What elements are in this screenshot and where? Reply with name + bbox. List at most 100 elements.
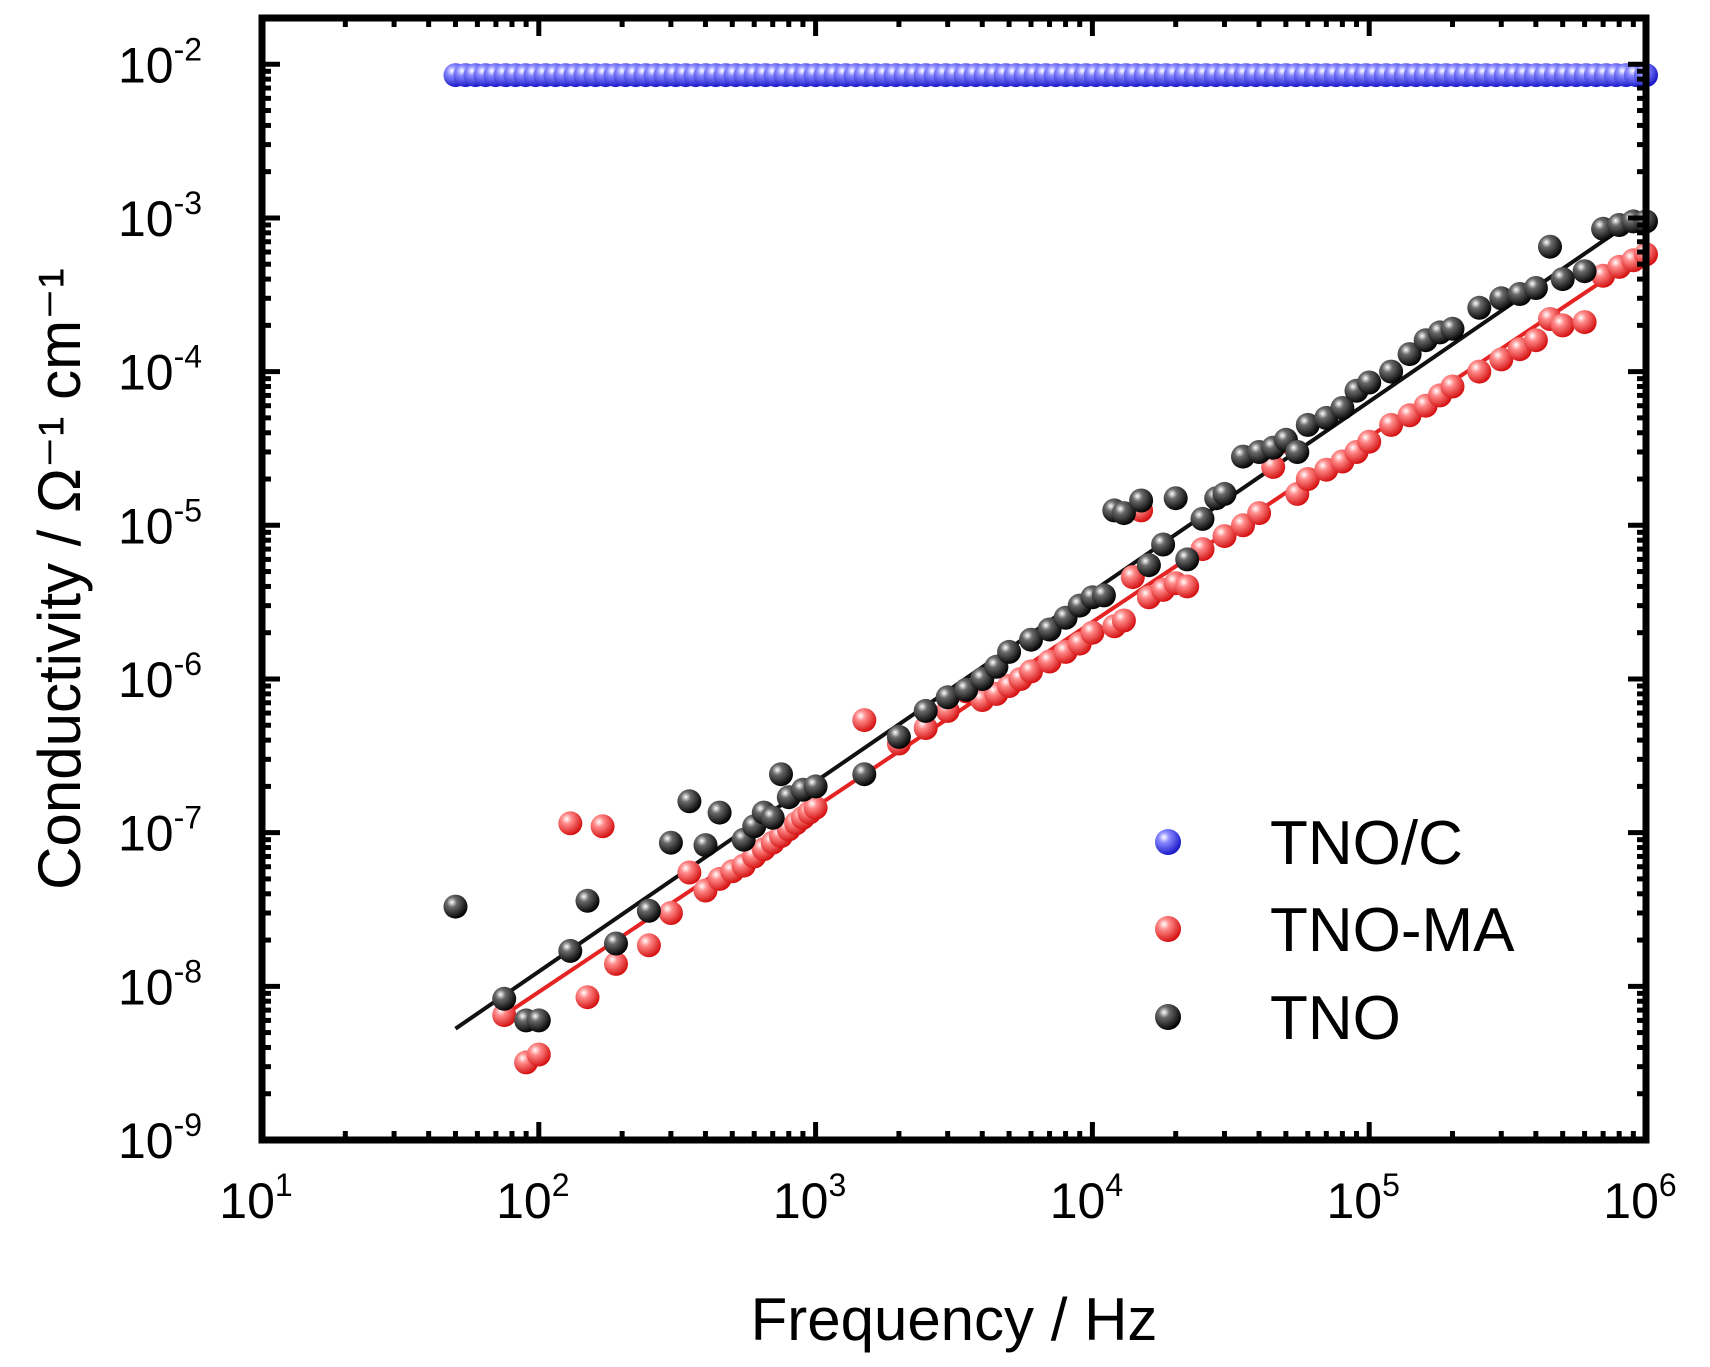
data-point-tno — [658, 830, 683, 855]
data-point-tno — [1550, 267, 1575, 292]
y-tick-label: 10-9 — [118, 1107, 202, 1169]
y-tick-exponent: -5 — [174, 492, 202, 528]
data-point-tno — [760, 805, 785, 830]
x-tick-label: 101 — [219, 1167, 292, 1229]
data-point-tno-ma — [1080, 620, 1105, 645]
data-point-tno-ma — [1550, 313, 1575, 338]
y-tick-label: 10-2 — [118, 31, 202, 93]
data-point-tno — [1136, 553, 1161, 578]
data-point-tno-ma — [1175, 574, 1200, 599]
data-point-tno-ma — [1261, 454, 1286, 479]
x-tick-label: 103 — [773, 1167, 846, 1229]
data-point-tno — [558, 938, 583, 963]
data-point-tno-ma — [1467, 359, 1492, 384]
y-tick-label: 10-6 — [118, 646, 202, 708]
x-tick-labels: 101 102 103 104 105 106 — [219, 1167, 1676, 1229]
data-point-tno — [1129, 488, 1154, 513]
data-point-tno — [707, 800, 732, 825]
y-tick-label: 10-3 — [118, 185, 202, 247]
legend-label-tno: TNO — [1270, 984, 1401, 1053]
data-point-tno — [886, 724, 911, 749]
data-point-tno-ma — [1572, 310, 1597, 335]
data-point-tno — [1357, 370, 1382, 395]
data-point-tno — [636, 898, 661, 923]
y-tick-label: 10-4 — [118, 339, 202, 401]
y-tick-labels: 10-9 10-8 10-7 10-6 10-5 10-4 10-3 10-2 — [118, 31, 202, 1169]
x-tick-label: 104 — [1050, 1167, 1123, 1229]
data-point-tno-ma — [913, 716, 938, 740]
x-tick-label: 102 — [496, 1167, 569, 1229]
data-point-tno — [526, 1008, 551, 1033]
data-point-tno — [1295, 412, 1320, 437]
data-point-tno-ma — [677, 860, 702, 885]
y-tick-label: 10-5 — [118, 492, 202, 554]
data-point-tno-ma — [1440, 374, 1465, 399]
data-point-tno — [693, 833, 718, 858]
data-point-tno — [1440, 316, 1465, 341]
x-tick-exponent: 2 — [552, 1167, 570, 1203]
data-point-tno-ma — [658, 901, 683, 925]
x-tick-exponent: 3 — [829, 1167, 847, 1203]
y-tick-exponent: -7 — [174, 800, 202, 836]
data-point-tno — [935, 685, 960, 710]
axis-ticks — [259, 15, 1649, 1143]
data-point-tno-ma — [636, 933, 661, 958]
data-point-tno — [1572, 259, 1597, 284]
data-point-tno-ma — [1019, 659, 1043, 684]
data-point-tno — [443, 894, 468, 919]
data-point-tno — [1285, 440, 1310, 464]
x-tick-exponent: 1 — [275, 1167, 293, 1203]
data-point-tno — [492, 986, 517, 1011]
plot-frame — [258, 14, 1650, 1144]
data-point-tno — [1019, 627, 1043, 652]
y-tick-exponent: -8 — [174, 953, 202, 989]
x-tick-exponent: 5 — [1382, 1167, 1400, 1203]
data-point-tno — [1489, 286, 1514, 311]
data-point-tno-ma — [1212, 524, 1237, 549]
data-point-tno-ma — [575, 985, 600, 1010]
data-point-tno — [1379, 359, 1404, 384]
legend: TNO/C TNO-MA TNO — [1155, 809, 1515, 1053]
data-point-tno-ma — [1295, 467, 1320, 491]
data-point-tno — [1538, 234, 1562, 259]
data-point-tno-ma — [1379, 412, 1404, 437]
data-point-tno — [677, 789, 702, 814]
data-point-tno-ma — [1111, 608, 1136, 633]
series-tno — [443, 209, 1658, 1033]
legend-marker-tno — [1155, 1004, 1181, 1030]
data-point-tno-ma — [558, 811, 583, 836]
data-point-tno — [1467, 295, 1492, 320]
data-point-tno — [604, 931, 628, 956]
data-point-tno — [852, 762, 877, 787]
y-tick-exponent: -4 — [174, 339, 202, 375]
y-tick-exponent: -9 — [174, 1107, 202, 1143]
data-point-tno-ma — [1357, 429, 1382, 454]
data-point-tno-ma — [1489, 347, 1514, 372]
data-point-tno — [1397, 342, 1422, 367]
data-point-tno — [575, 888, 600, 913]
data-point-tno — [913, 698, 938, 723]
data-point-tno — [1151, 532, 1176, 557]
x-tick-label: 105 — [1326, 1167, 1399, 1229]
data-point-tno — [769, 762, 793, 787]
data-point-tno — [1330, 396, 1355, 420]
data-point-tno — [1091, 583, 1116, 608]
data-point-tno — [1523, 276, 1548, 300]
data-point-tno-ma — [1247, 501, 1272, 526]
data-point-tno — [1190, 506, 1215, 531]
data-point-tno — [997, 639, 1022, 664]
series-tno-c — [443, 63, 1658, 88]
y-tick-exponent: -6 — [174, 646, 202, 682]
y-tick-label: 10-8 — [118, 953, 202, 1015]
y-tick-label: 10-7 — [118, 800, 202, 862]
data-point-tno — [1111, 501, 1136, 526]
y-axis-title: Conductivity / Ω⁻¹ cm⁻¹ — [26, 268, 93, 890]
legend-marker-tno-c — [1155, 829, 1181, 855]
legend-marker-tno-ma — [1155, 916, 1181, 942]
data-point-tno-ma — [604, 951, 628, 976]
data-point-tno — [1175, 547, 1200, 572]
legend-label-tno-ma: TNO-MA — [1270, 896, 1515, 965]
y-tick-exponent: -3 — [174, 185, 202, 221]
legend-label-tno-c: TNO/C — [1270, 809, 1463, 878]
